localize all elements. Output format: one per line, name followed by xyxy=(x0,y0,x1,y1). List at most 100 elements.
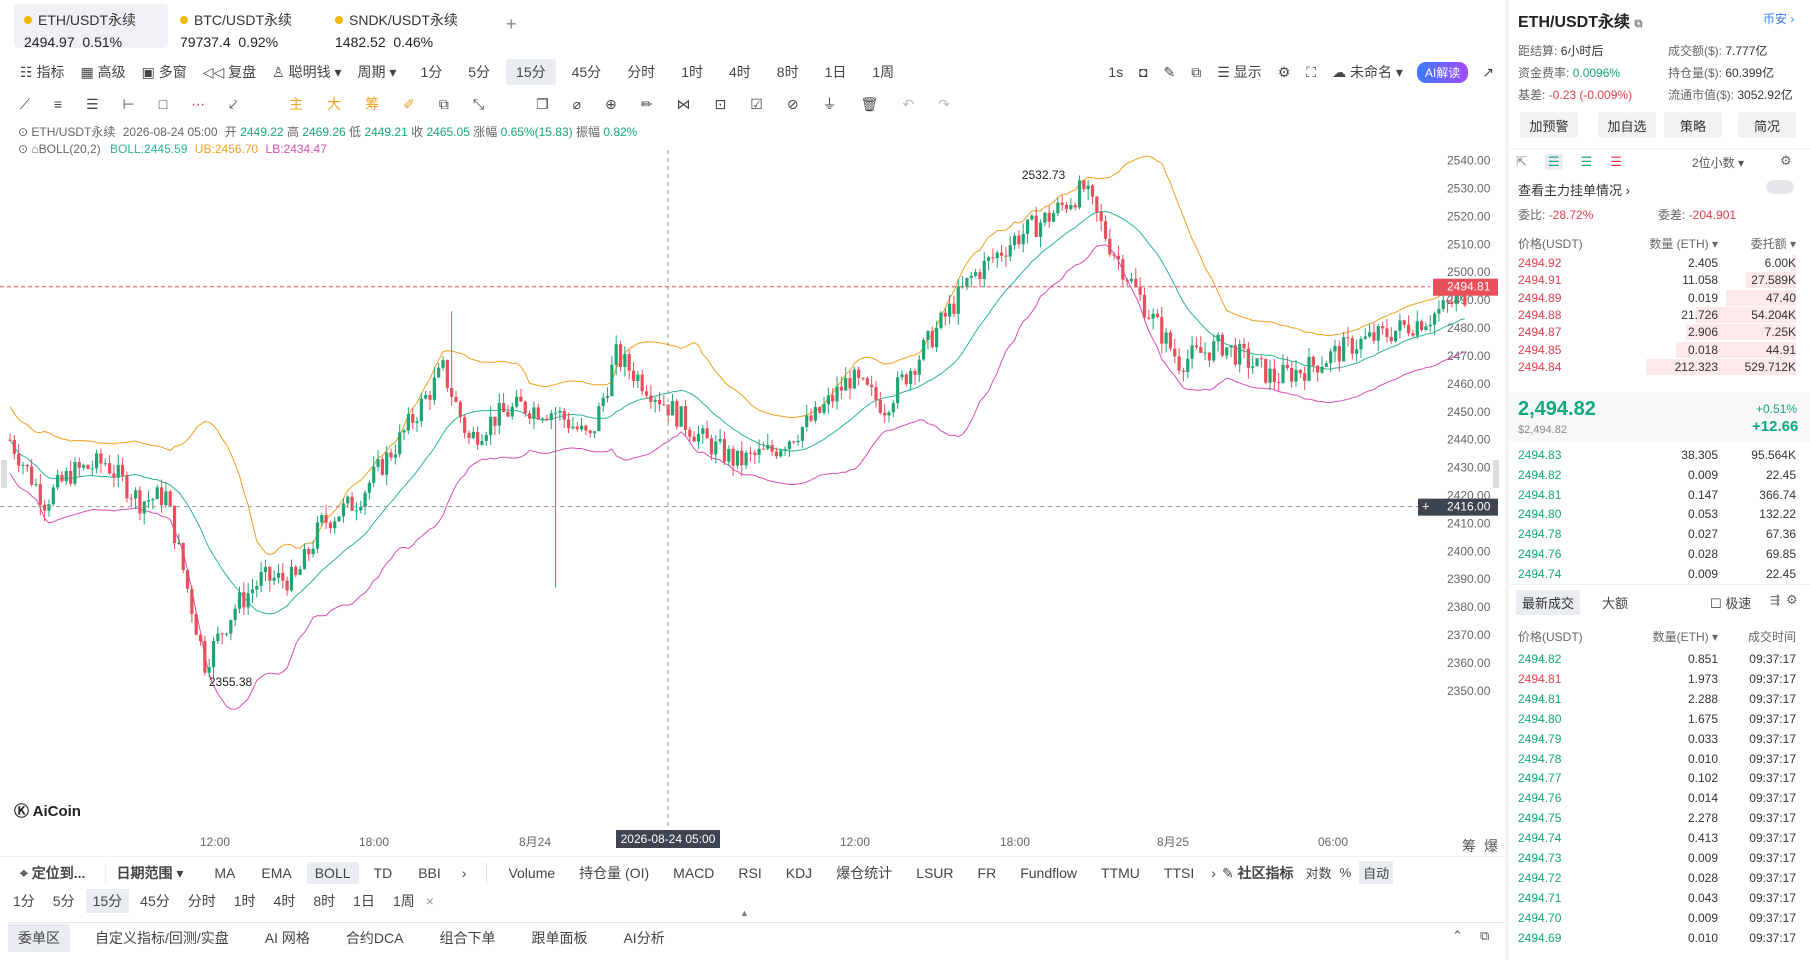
trade-settings-icon[interactable]: ⚙ xyxy=(1786,592,1798,607)
trade-row[interactable]: 2494.81 1.973 09:37:17 xyxy=(1518,669,1796,689)
bid-row[interactable]: 2494.80 0.053 132.22 xyxy=(1518,504,1796,524)
camera-icon[interactable]: ◘ xyxy=(1139,64,1148,80)
ask-row[interactable]: 2494.87 2.906 7.25K xyxy=(1518,322,1796,342)
sub-indicator-tab[interactable]: RSI xyxy=(738,864,762,881)
big-order-tag[interactable]: 大 xyxy=(327,96,342,112)
period-bar-button[interactable]: 1周 xyxy=(392,893,415,909)
bid-row[interactable]: 2494.76 0.028 69.85 xyxy=(1518,544,1796,564)
bottom-tab[interactable]: 合约DCA xyxy=(345,929,404,946)
period-bar-button[interactable]: 分时 xyxy=(187,893,216,909)
trade-row[interactable]: 2494.73 0.009 09:37:17 xyxy=(1518,848,1796,868)
ticker-tab-btc[interactable]: BTC/USDT永续 79737.4 0.92% xyxy=(170,4,320,50)
left-collapse-handle[interactable] xyxy=(1,460,7,488)
main-indicator-tab[interactable]: MA xyxy=(214,864,236,881)
period-bar-button[interactable]: 45分 xyxy=(140,893,170,909)
trade-row[interactable]: 2494.75 2.278 09:37:17 xyxy=(1518,808,1796,828)
undo-icon[interactable]: ↶ xyxy=(902,95,915,112)
sub-indicator-tab[interactable]: 持仓量 (OI) xyxy=(579,864,650,881)
zoom-icon[interactable]: ⊕ xyxy=(605,95,617,112)
brush-tool-icon[interactable]: ⤦ xyxy=(229,95,238,112)
link-icon[interactable]: ⊘ xyxy=(786,95,799,112)
ray-tool-icon[interactable]: ⊢ xyxy=(122,95,135,112)
bid-row[interactable]: 2494.82 0.009 22.45 xyxy=(1518,465,1796,485)
period-bar-button[interactable]: 1分 xyxy=(13,893,35,909)
more-main-icon[interactable]: › xyxy=(461,864,467,881)
close-period-bar-icon[interactable]: × xyxy=(425,893,434,909)
copy-icon[interactable]: ⧉ xyxy=(1634,18,1643,30)
sub-indicator-tab[interactable]: LSUR xyxy=(916,864,954,881)
interval-1s-button[interactable]: 1s xyxy=(1108,64,1124,80)
candlestick-chart[interactable]: 2540.00 2530.00 2520.00 2510.00 2500.00 2490.… xyxy=(0,150,1500,855)
trade-qty-header[interactable]: 数量(ETH) ▾ xyxy=(1652,629,1718,644)
period-button[interactable]: 8时 xyxy=(776,64,799,80)
period-dropdown[interactable]: 周期 ▾ xyxy=(357,64,397,80)
auto-scale-toggle[interactable]: 自动 xyxy=(1359,861,1394,884)
locate-button[interactable]: ⌖ 定位到... xyxy=(20,864,86,881)
boll-label[interactable]: BOLL(20,2) xyxy=(38,142,101,156)
trade-row[interactable]: 2494.82 0.851 09:37:17 xyxy=(1518,649,1796,669)
fast-mode-checkbox[interactable]: ☐ 极速 xyxy=(1710,596,1752,611)
exchange-link[interactable]: 币安 › xyxy=(1763,12,1795,26)
trade-row[interactable]: 2494.77 0.102 09:37:17 xyxy=(1518,768,1796,788)
ask-row[interactable]: 2494.89 0.019 47.40 xyxy=(1518,288,1796,308)
sub-indicator-tab[interactable]: KDJ xyxy=(785,864,813,881)
period-bar-button[interactable]: 4时 xyxy=(273,893,296,909)
sub-indicator-tab[interactable]: 爆仓统计 xyxy=(836,864,893,881)
strategy-button[interactable]: 策略 xyxy=(1664,112,1722,138)
trade-row[interactable]: 2494.71 0.043 09:37:17 xyxy=(1518,888,1796,908)
bottom-tab[interactable]: AI 网格 xyxy=(264,929,310,946)
more-tools-icon[interactable]: ⋯ xyxy=(191,95,206,112)
log-scale-toggle[interactable]: 对数 xyxy=(1305,866,1332,881)
decimals-dropdown[interactable]: 2位小数 ▾ xyxy=(1692,156,1745,170)
display-button[interactable]: ☰ 显示 xyxy=(1217,64,1262,80)
trade-row[interactable]: 2494.74 0.413 09:37:17 xyxy=(1518,828,1796,848)
bid-row[interactable]: 2494.83 38.305 95.564K xyxy=(1518,445,1796,465)
crosshair-add-icon[interactable]: + xyxy=(1422,499,1430,514)
bid-row[interactable]: 2494.78 0.027 67.36 xyxy=(1518,524,1796,544)
redo-icon[interactable]: ↷ xyxy=(938,95,950,112)
sub-indicator-tab[interactable]: Volume xyxy=(508,864,556,881)
filter-icon[interactable]: ⏚ xyxy=(822,96,837,112)
period-bar-button[interactable]: 15分 xyxy=(85,889,130,913)
period-bar-button[interactable]: 8时 xyxy=(313,893,336,909)
line-tool-icon[interactable]: ⟋ xyxy=(20,95,30,112)
sub-indicator-tab[interactable]: TTMU xyxy=(1101,864,1140,881)
channel-tool-icon[interactable]: ☰ xyxy=(85,95,99,112)
expand-up-icon[interactable]: ⌃ xyxy=(1452,928,1463,943)
trade-row[interactable]: 2494.69 0.010 09:37:17 xyxy=(1518,928,1796,948)
note-icon[interactable]: ☑ xyxy=(750,95,763,112)
overview-button[interactable]: 简况 xyxy=(1738,112,1796,138)
add-tab-icon[interactable]: + xyxy=(506,14,517,34)
period-button[interactable]: 1分 xyxy=(420,64,443,80)
fullscreen-icon[interactable]: ⛶ xyxy=(1306,63,1317,80)
sub-indicator-tab[interactable]: TTSI xyxy=(1163,864,1195,881)
right-collapse-handle[interactable] xyxy=(1493,460,1499,488)
advanced-button[interactable]: ▦ 高级 xyxy=(80,64,126,80)
period-bar-button[interactable]: 5分 xyxy=(52,893,75,909)
multi-window-button[interactable]: ▣ 多窗 xyxy=(141,64,187,80)
orderbook-both-icon[interactable]: ☰ xyxy=(1544,154,1563,170)
panel-divider[interactable] xyxy=(1505,0,1509,960)
popout-orderbook-icon[interactable]: ⇱ xyxy=(1516,154,1527,169)
trade-row[interactable]: 2494.80 1.675 09:37:17 xyxy=(1518,709,1796,729)
indicator-button[interactable]: ☷ 指标 xyxy=(20,64,65,80)
edit-icon[interactable]: ✐ xyxy=(403,95,415,112)
ob-qty-header[interactable]: 数量 (ETH) ▾ xyxy=(1649,236,1718,251)
trash-icon[interactable]: 🗑 xyxy=(860,95,879,112)
export-icon[interactable]: ↗ xyxy=(1482,63,1494,80)
sub-indicator-tab[interactable]: MACD xyxy=(673,864,715,881)
ask-row[interactable]: 2494.85 0.018 44.91 xyxy=(1518,340,1796,360)
add-alert-button[interactable]: 加预警 xyxy=(1520,112,1578,138)
main-indicator-tab[interactable]: TD xyxy=(373,864,393,881)
ruler-icon[interactable]: ⌀ xyxy=(572,95,582,112)
ask-row[interactable]: 2494.91 11.058 27.589K xyxy=(1518,270,1796,290)
period-button[interactable]: 分时 xyxy=(627,64,656,80)
period-button[interactable]: 1时 xyxy=(681,64,703,80)
orderbook-asks-icon[interactable]: ☰ xyxy=(1610,154,1622,169)
sub-indicator-tab[interactable]: Fundflow xyxy=(1020,864,1078,881)
latest-trades-tab[interactable]: 最新成交 xyxy=(1516,590,1581,615)
period-button[interactable]: 15分 xyxy=(506,59,556,85)
period-button[interactable]: 5分 xyxy=(468,64,491,80)
bid-row[interactable]: 2494.81 0.147 366.74 xyxy=(1518,485,1796,505)
period-bar-button[interactable]: 1日 xyxy=(353,893,375,909)
